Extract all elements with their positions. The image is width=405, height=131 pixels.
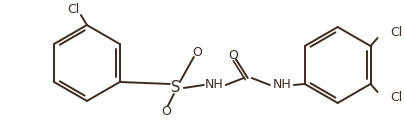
Text: Cl: Cl [390, 26, 403, 39]
Text: Cl: Cl [390, 91, 403, 104]
Text: O: O [228, 48, 238, 62]
Text: Cl: Cl [67, 2, 79, 16]
Text: NH: NH [205, 78, 223, 91]
Text: O: O [192, 45, 202, 59]
Text: NH: NH [272, 78, 291, 91]
Text: S: S [171, 80, 181, 95]
Text: O: O [161, 105, 171, 118]
